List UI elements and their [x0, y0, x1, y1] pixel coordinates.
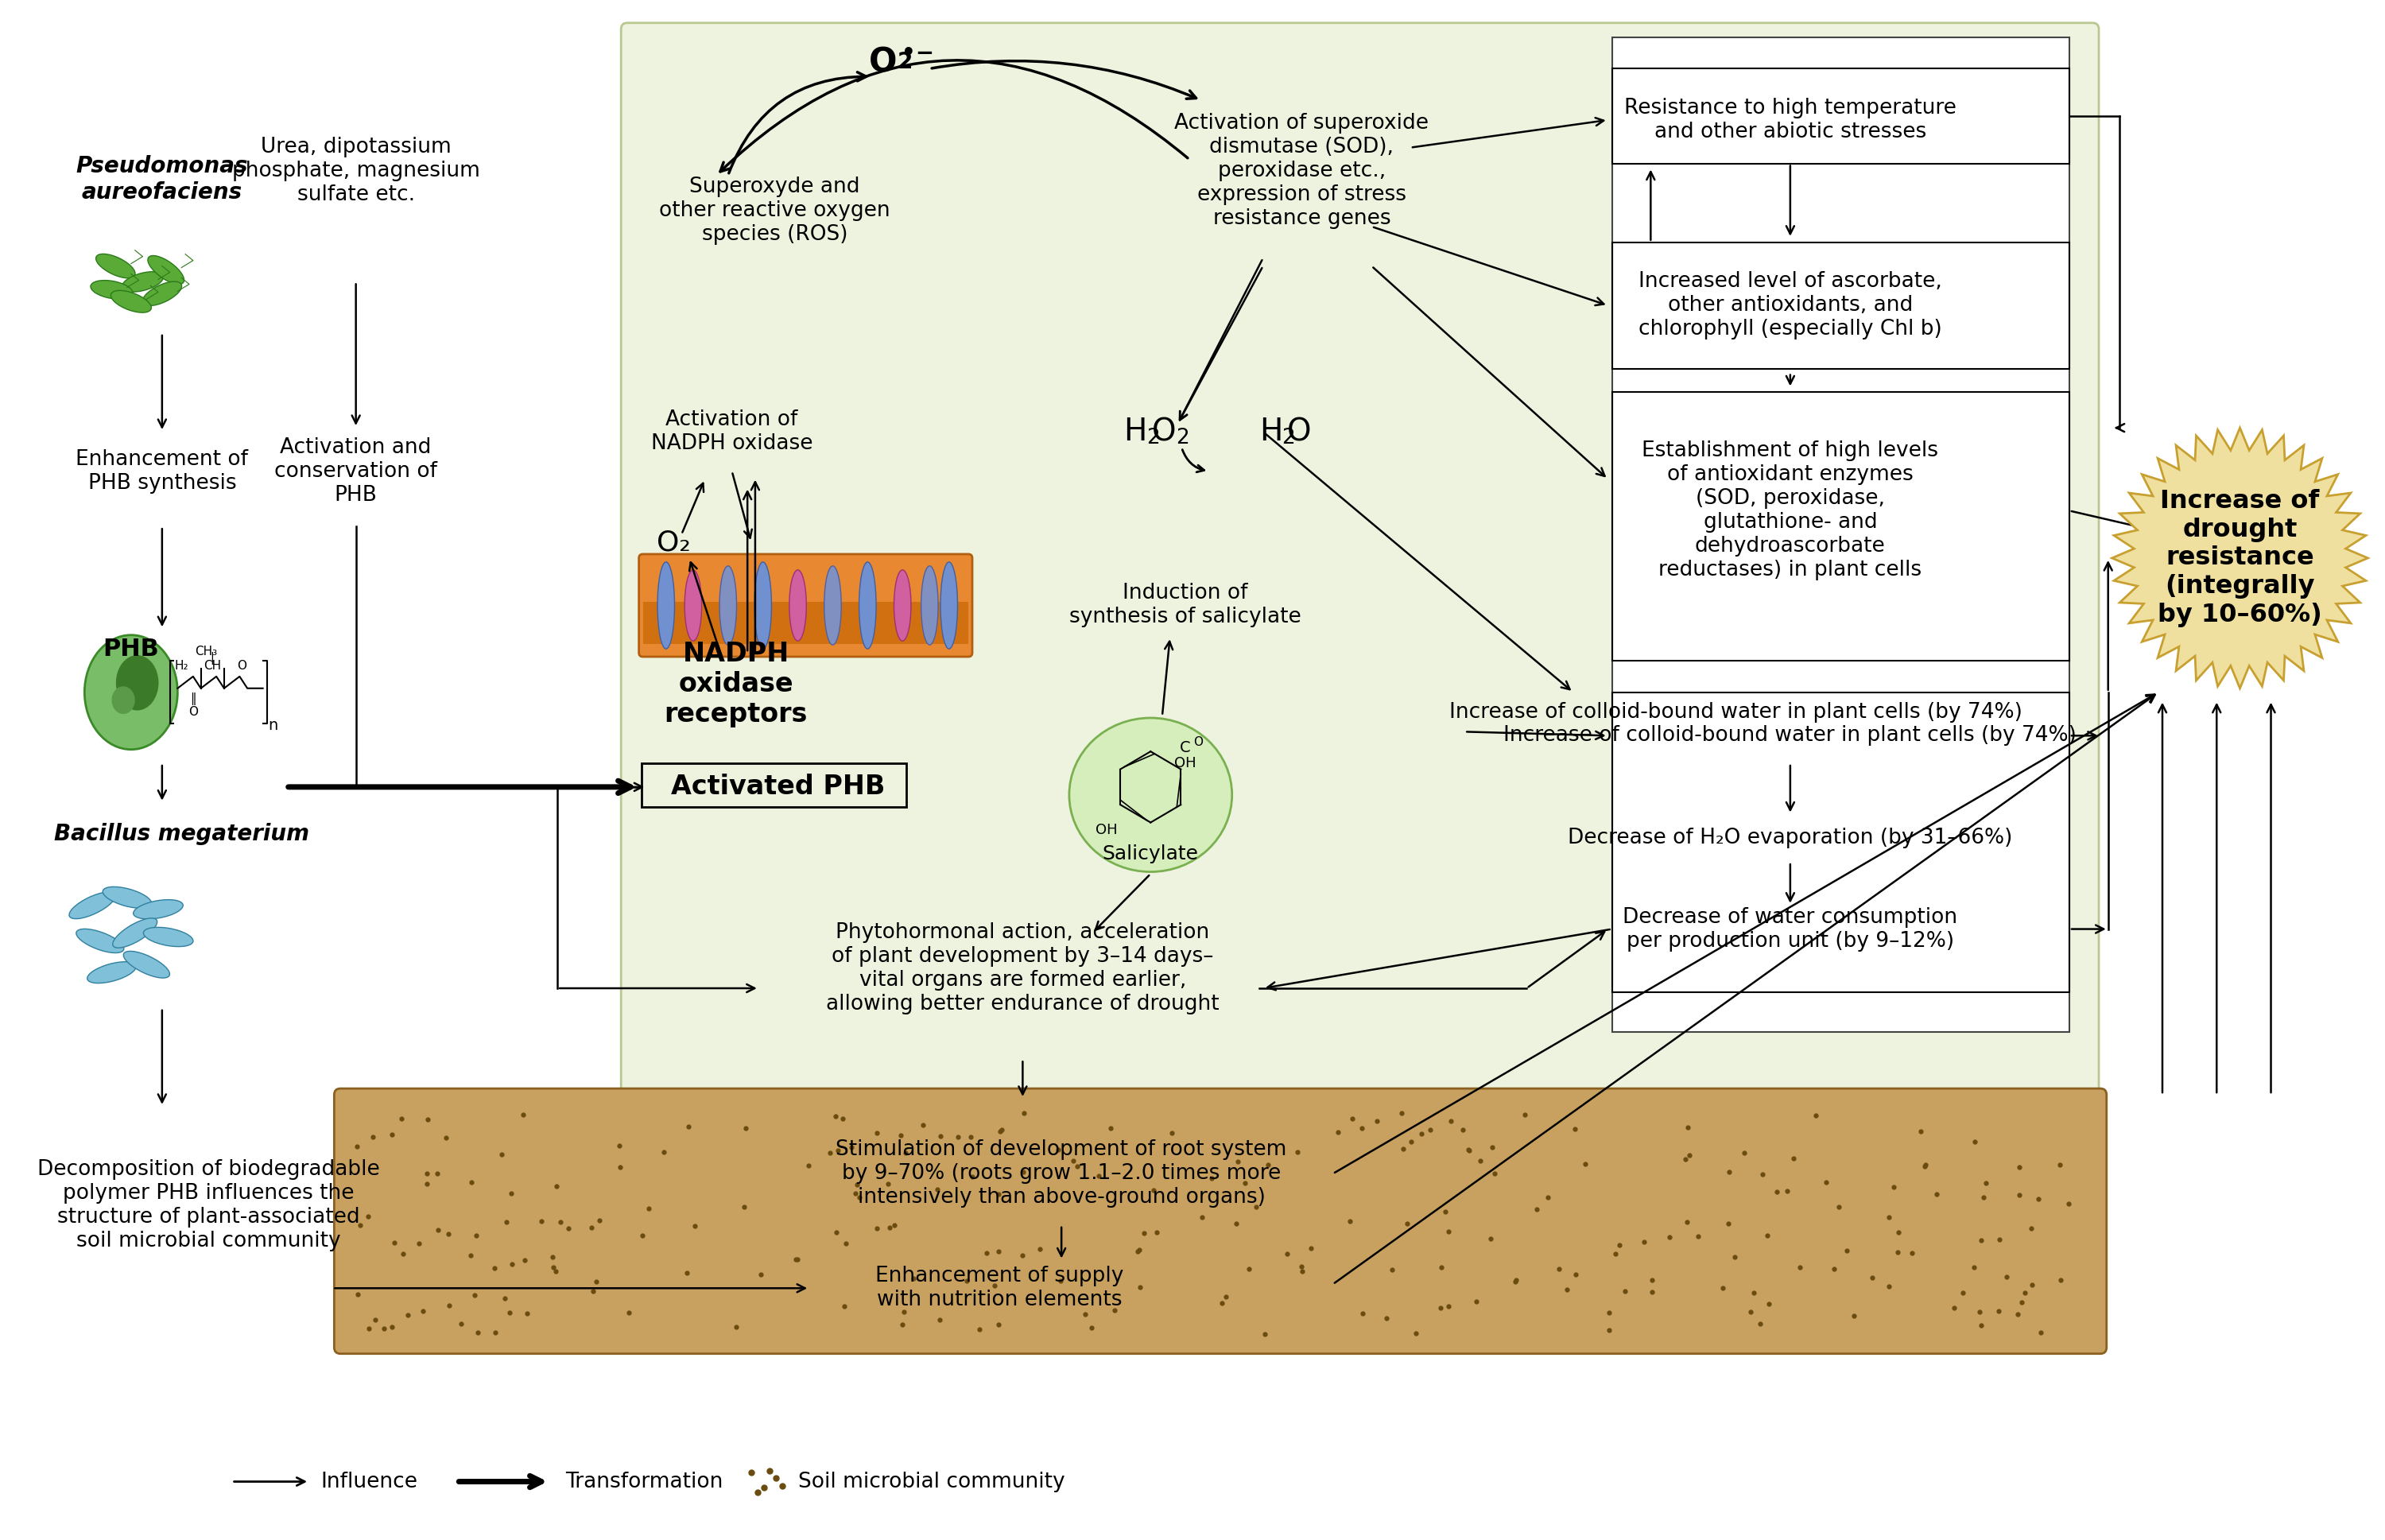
Text: Phytohormonal action, acceleration
of plant development by 3–14 days–
vital orga: Phytohormonal action, acceleration of pl…: [825, 922, 1219, 1015]
Text: •−: •−: [902, 42, 935, 65]
Ellipse shape: [117, 654, 157, 710]
Text: Resistance to high temperature
and other abiotic stresses: Resistance to high temperature and other…: [1624, 97, 1956, 142]
Text: Bacillus megaterium: Bacillus megaterium: [55, 824, 310, 845]
Ellipse shape: [95, 254, 136, 279]
Ellipse shape: [1068, 718, 1233, 872]
Ellipse shape: [789, 570, 806, 641]
Text: O: O: [188, 705, 198, 718]
Ellipse shape: [134, 899, 184, 919]
Bar: [642, 764, 906, 807]
Bar: [1612, 242, 2070, 368]
Text: Increase of
drought
resistance
(integrally
by 10–60%): Increase of drought resistance (integral…: [2158, 488, 2323, 627]
Text: O: O: [1152, 417, 1176, 447]
Text: OH: OH: [1173, 756, 1197, 770]
Text: O: O: [1192, 736, 1202, 748]
Bar: [1612, 393, 2070, 661]
Ellipse shape: [122, 271, 165, 293]
Text: CH₃: CH₃: [196, 645, 217, 658]
Ellipse shape: [148, 256, 184, 285]
Text: O: O: [868, 46, 897, 79]
Text: NADPH
oxidase
receptors: NADPH oxidase receptors: [663, 641, 809, 728]
Text: 2: 2: [1283, 428, 1295, 448]
Text: Transformation: Transformation: [565, 1471, 723, 1492]
Text: Establishment of high levels
of antioxidant enzymes
(SOD, peroxidase,
glutathion: Establishment of high levels of antioxid…: [1641, 440, 1939, 581]
Text: Increase of colloid-bound water in plant cells (by 74%): Increase of colloid-bound water in plant…: [1503, 725, 2077, 745]
Bar: [1612, 69, 2070, 163]
Bar: [1612, 37, 2070, 1032]
Text: Superoxyde and
other reactive oxygen
species (ROS): Superoxyde and other reactive oxygen spe…: [658, 177, 890, 245]
Ellipse shape: [825, 567, 842, 645]
Text: H: H: [1259, 417, 1283, 447]
Text: 2: 2: [897, 51, 913, 74]
Text: Activated PHB: Activated PHB: [670, 775, 885, 801]
Text: C: C: [1181, 739, 1190, 755]
Polygon shape: [2113, 428, 2368, 688]
Ellipse shape: [921, 567, 937, 645]
Text: Decrease of water consumption
per production unit (by 9–12%): Decrease of water consumption per produc…: [1622, 907, 1958, 952]
Bar: [1612, 693, 2070, 992]
Ellipse shape: [859, 562, 875, 648]
Text: Decrease of H₂O evaporation (by 31–66%): Decrease of H₂O evaporation (by 31–66%): [1567, 829, 2013, 849]
Text: CH: CH: [203, 661, 222, 671]
Text: Increase of colloid-bound water in plant cells (by 74%): Increase of colloid-bound water in plant…: [1450, 702, 2022, 722]
Text: Induction of
synthesis of salicylate: Induction of synthesis of salicylate: [1068, 584, 1302, 628]
Text: Enhancement of
PHB synthesis: Enhancement of PHB synthesis: [76, 450, 248, 493]
Text: Enhancement of supply
with nutrition elements: Enhancement of supply with nutrition ele…: [875, 1266, 1123, 1311]
Ellipse shape: [684, 570, 701, 641]
Text: O: O: [1288, 417, 1312, 447]
Text: Pseudomonas
aureofaciens: Pseudomonas aureofaciens: [76, 156, 248, 203]
Text: n: n: [267, 718, 277, 733]
Text: Decomposition of biodegradable
polymer PHB influences the
structure of plant-ass: Decomposition of biodegradable polymer P…: [38, 1160, 379, 1252]
FancyBboxPatch shape: [334, 1089, 2106, 1354]
Ellipse shape: [110, 291, 150, 313]
Text: OH: OH: [1095, 824, 1119, 838]
Text: 2: 2: [1147, 428, 1159, 448]
Text: Influence: Influence: [322, 1471, 417, 1492]
Ellipse shape: [143, 927, 193, 947]
Text: Increased level of ascorbate,
other antioxidants, and
chlorophyll (especially Ch: Increased level of ascorbate, other anti…: [1638, 271, 1941, 340]
FancyBboxPatch shape: [644, 602, 968, 644]
Text: O₂: O₂: [656, 528, 692, 556]
FancyBboxPatch shape: [620, 23, 2099, 1314]
Text: |: |: [207, 651, 215, 665]
Ellipse shape: [754, 562, 770, 648]
Text: O: O: [236, 661, 246, 671]
Text: 2: 2: [1176, 428, 1190, 448]
Ellipse shape: [103, 887, 153, 909]
Ellipse shape: [940, 562, 956, 648]
Ellipse shape: [112, 918, 157, 947]
Ellipse shape: [658, 562, 675, 648]
Ellipse shape: [69, 892, 114, 919]
Text: Soil microbial community: Soil microbial community: [799, 1471, 1064, 1492]
Ellipse shape: [894, 570, 911, 641]
FancyBboxPatch shape: [639, 554, 973, 656]
Text: Stimulation of development of root system
by 9–70% (roots grow 1.1–2.0 times mor: Stimulation of development of root syste…: [835, 1140, 1288, 1207]
Ellipse shape: [88, 962, 136, 983]
Text: H₂: H₂: [174, 661, 188, 671]
Text: Salicylate: Salicylate: [1102, 844, 1200, 864]
Text: Activation and
conservation of
PHB: Activation and conservation of PHB: [274, 437, 436, 505]
Ellipse shape: [124, 952, 169, 978]
Ellipse shape: [112, 687, 136, 715]
Text: Activation of
NADPH oxidase: Activation of NADPH oxidase: [651, 410, 813, 454]
Ellipse shape: [91, 280, 134, 299]
Text: PHB: PHB: [103, 638, 160, 661]
Ellipse shape: [76, 929, 124, 953]
Text: Urea, dipotassium
phosphate, magnesium
sulfate etc.: Urea, dipotassium phosphate, magnesium s…: [231, 137, 479, 205]
Text: H: H: [1123, 417, 1147, 447]
Text: ‖: ‖: [191, 691, 196, 705]
Text: Activation of superoxide
dismutase (SOD),
peroxidase etc.,
expression of stress
: Activation of superoxide dismutase (SOD)…: [1173, 114, 1429, 229]
Ellipse shape: [720, 567, 737, 645]
Ellipse shape: [143, 282, 181, 306]
Ellipse shape: [83, 634, 176, 750]
